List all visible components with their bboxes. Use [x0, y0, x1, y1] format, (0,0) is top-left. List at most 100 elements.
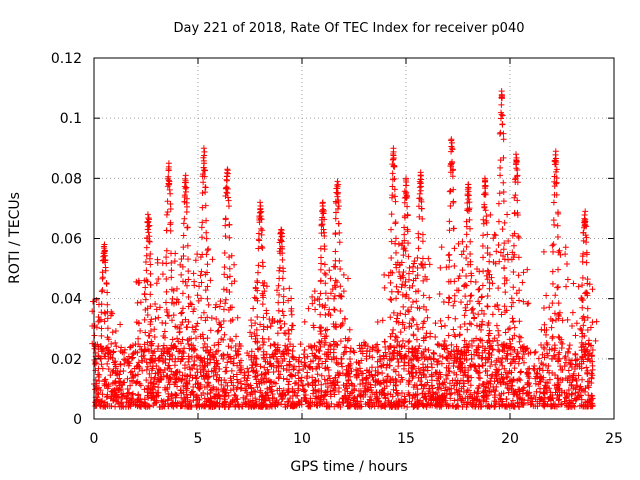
data-point — [382, 349, 389, 356]
data-point — [93, 396, 100, 403]
data-point — [182, 179, 189, 186]
data-point — [356, 365, 363, 372]
data-point — [196, 385, 203, 392]
data-point — [494, 367, 501, 374]
data-point — [322, 327, 329, 334]
data-point — [315, 360, 322, 367]
data-point — [544, 380, 551, 387]
data-point — [127, 343, 134, 350]
data-point — [275, 368, 282, 375]
data-point — [179, 355, 186, 362]
data-point — [334, 359, 341, 366]
data-point — [253, 355, 260, 362]
data-point — [383, 364, 390, 371]
data-point — [575, 372, 582, 379]
data-point — [112, 339, 119, 346]
data-point — [147, 281, 154, 288]
data-point — [213, 301, 220, 308]
data-point — [187, 300, 194, 307]
data-point — [163, 306, 170, 313]
data-point — [204, 355, 211, 362]
data-point — [375, 397, 382, 404]
data-point — [186, 363, 193, 370]
data-point — [97, 403, 104, 410]
data-point — [224, 351, 231, 358]
data-point — [314, 395, 321, 402]
data-point — [180, 232, 187, 239]
data-point — [306, 363, 313, 370]
data-point — [357, 393, 364, 400]
data-point — [164, 198, 171, 205]
data-point — [488, 372, 495, 379]
data-point — [235, 351, 242, 358]
data-point — [267, 387, 274, 394]
data-point — [256, 237, 263, 244]
data-point — [552, 372, 559, 379]
data-point — [345, 396, 352, 403]
data-point — [169, 401, 176, 408]
data-point — [218, 335, 225, 342]
data-point — [226, 221, 233, 228]
data-point — [226, 265, 233, 272]
data-point — [374, 364, 381, 371]
data-point — [325, 403, 332, 410]
data-point — [214, 361, 221, 368]
data-point — [129, 391, 136, 398]
data-point — [566, 342, 573, 349]
data-point — [342, 383, 349, 390]
data-point — [428, 399, 435, 406]
data-point — [242, 396, 249, 403]
data-point — [252, 395, 259, 402]
data-point — [287, 341, 294, 348]
data-point — [221, 271, 228, 278]
data-point — [367, 381, 374, 388]
data-point — [169, 355, 176, 362]
data-point — [480, 381, 487, 388]
data-point — [248, 317, 255, 324]
data-point — [250, 387, 257, 394]
data-point — [374, 395, 381, 402]
data-point — [288, 295, 295, 302]
data-point — [415, 374, 422, 381]
data-point — [321, 304, 328, 311]
data-point — [503, 402, 510, 409]
data-point — [371, 391, 378, 398]
data-point — [135, 277, 142, 284]
data-point — [102, 310, 109, 317]
data-point — [302, 398, 309, 405]
data-point — [176, 348, 183, 355]
data-point — [178, 377, 185, 384]
data-point — [93, 324, 100, 331]
data-point — [274, 401, 281, 408]
data-point — [374, 358, 381, 365]
data-point — [270, 368, 277, 375]
data-point — [231, 391, 238, 398]
data-point — [572, 351, 579, 358]
data-point — [461, 369, 468, 376]
data-point — [556, 349, 563, 356]
data-point — [199, 219, 206, 226]
data-point — [322, 280, 329, 287]
data-point — [255, 230, 262, 237]
data-point — [225, 392, 232, 399]
data-point — [304, 353, 311, 360]
data-point — [345, 377, 352, 384]
y-tick-label: 0.04 — [51, 292, 82, 308]
data-point — [201, 173, 208, 180]
data-point — [219, 388, 226, 395]
data-point — [140, 352, 147, 359]
data-point — [398, 389, 405, 396]
data-point — [276, 264, 283, 271]
data-point — [185, 303, 192, 310]
data-point — [276, 318, 283, 325]
data-point — [174, 402, 181, 409]
data-point — [406, 378, 413, 385]
data-point — [315, 355, 322, 362]
data-point — [224, 274, 231, 281]
data-point — [288, 326, 295, 333]
data-point — [120, 367, 127, 374]
data-point — [188, 402, 195, 409]
data-point — [382, 343, 389, 350]
data-point — [191, 278, 198, 285]
data-point — [296, 354, 303, 361]
